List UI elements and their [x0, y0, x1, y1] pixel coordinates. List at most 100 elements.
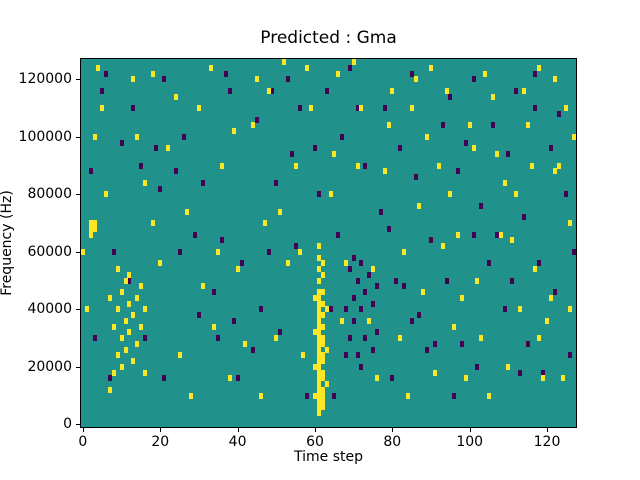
y-tick-mark: [76, 136, 80, 138]
heatmap-cell: [359, 105, 364, 111]
heatmap-cell: [177, 352, 182, 359]
heatmap-cell: [111, 369, 116, 376]
heatmap-cell: [355, 162, 360, 169]
heatmap-cell: [197, 105, 202, 111]
heatmap-cell: [363, 289, 368, 295]
heatmap-cell: [139, 283, 143, 290]
heatmap-cell: [316, 358, 321, 364]
heatmap-cell: [115, 352, 120, 359]
heatmap-cell: [425, 346, 430, 353]
heatmap-cell: [564, 105, 569, 111]
heatmap-cell: [560, 375, 565, 382]
heatmap-cell: [328, 306, 333, 313]
heatmap-cell: [483, 70, 488, 77]
heatmap-cell: [556, 110, 561, 117]
heatmap-cell: [378, 208, 383, 215]
heatmap-cell: [390, 375, 395, 382]
heatmap-cell: [88, 220, 93, 226]
heatmap-cell: [316, 300, 321, 307]
heatmap-cell: [316, 266, 321, 272]
heatmap-cell: [119, 335, 124, 341]
heatmap-cell: [243, 340, 248, 347]
heatmap-cell: [316, 294, 321, 301]
heatmap-cell: [494, 151, 499, 157]
heatmap-cell: [475, 277, 480, 284]
heatmap-cell: [216, 248, 221, 255]
heatmap-cell: [316, 346, 321, 353]
heatmap-cell: [111, 248, 116, 255]
heatmap-cell: [139, 162, 143, 169]
x-tick-mark: [315, 428, 316, 432]
heatmap-cell: [479, 335, 484, 341]
heatmap-cell: [529, 162, 534, 169]
heatmap-cell: [135, 340, 140, 347]
heatmap-cell: [166, 145, 171, 152]
heatmap-cell: [258, 306, 263, 313]
y-tick-label: 80000: [27, 186, 72, 203]
heatmap-cell: [463, 139, 468, 146]
heatmap-cell: [162, 375, 167, 382]
x-tick-mark: [237, 428, 239, 432]
heatmap-cell: [313, 329, 318, 336]
heatmap-cell: [316, 381, 321, 387]
heatmap-cell: [533, 266, 538, 272]
heatmap-cell: [371, 266, 376, 272]
heatmap-cell: [564, 191, 569, 198]
heatmap-cell: [394, 277, 399, 284]
heatmap-cell: [525, 340, 530, 347]
heatmap-cell: [316, 352, 321, 359]
heatmap-cell: [568, 306, 573, 313]
heatmap-cell: [456, 231, 461, 238]
heatmap-cell: [514, 87, 519, 94]
heatmap-cell: [108, 375, 113, 382]
heatmap-cell: [413, 174, 418, 180]
heatmap-cell: [552, 289, 557, 295]
heatmap-cell: [320, 404, 325, 410]
heatmap-cell: [382, 168, 387, 175]
heatmap-cell: [316, 335, 321, 341]
heatmap-cell: [401, 283, 406, 290]
heatmap-cell: [100, 105, 105, 111]
heatmap-cell: [111, 323, 116, 330]
y-tick-label: 120000: [18, 71, 72, 88]
heatmap-cell: [119, 289, 124, 295]
heatmap-cell: [510, 277, 515, 284]
heatmap-cell: [320, 289, 325, 295]
heatmap-cell: [556, 162, 561, 169]
heatmap-cell: [463, 375, 468, 382]
x-tick-label: 60: [306, 434, 324, 450]
heatmap-cell: [316, 191, 321, 198]
heatmap-cell: [150, 220, 155, 226]
heatmap-cell: [316, 329, 321, 336]
heatmap-cell: [316, 404, 321, 410]
heatmap-cell: [552, 76, 557, 83]
heatmap-cell: [320, 392, 325, 399]
heatmap-cell: [417, 312, 422, 318]
heatmap-cell: [293, 162, 298, 169]
heatmap-cell: [177, 248, 182, 255]
heatmap-cell: [343, 352, 348, 359]
heatmap-cell: [274, 335, 279, 341]
heatmap-cell: [374, 283, 379, 290]
heatmap-cell: [305, 64, 310, 71]
heatmap-cell: [81, 248, 85, 255]
heatmap-cell: [332, 392, 337, 399]
heatmap-cell: [123, 346, 128, 353]
heatmap-cell: [320, 398, 325, 405]
heatmap-cell: [533, 105, 538, 111]
heatmap-cell: [487, 392, 492, 399]
heatmap-cell: [212, 289, 217, 295]
heatmap-cell: [220, 237, 225, 244]
heatmap-cell: [324, 87, 329, 94]
heatmap-cell: [115, 266, 120, 272]
heatmap-cell: [305, 392, 310, 399]
y-tick-mark: [76, 309, 80, 311]
heatmap-cell: [316, 243, 321, 249]
heatmap-cell: [398, 145, 403, 152]
heatmap-cell: [417, 202, 422, 209]
heatmap-cell: [270, 87, 275, 94]
heatmap-cell: [568, 220, 573, 226]
heatmap-cell: [142, 335, 147, 341]
heatmap-cell: [429, 237, 434, 244]
heatmap-cell: [456, 168, 461, 175]
